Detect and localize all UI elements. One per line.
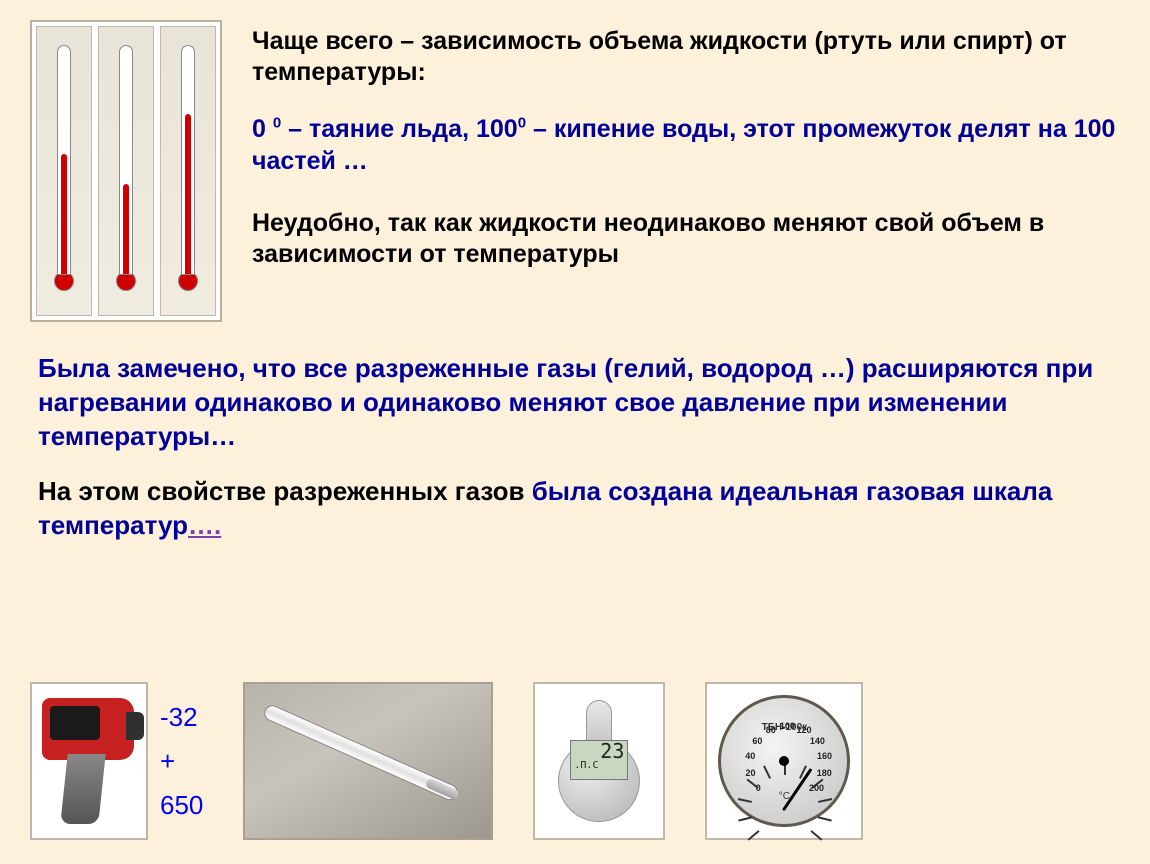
p5-part-a: На этом свойстве разреженных газов [38, 476, 532, 506]
p2-part-a: 0 [252, 115, 273, 143]
thermometer-3 [160, 26, 216, 316]
paragraph-5: На этом свойстве разреженных газов была … [38, 475, 1100, 543]
p5-link[interactable]: …. [188, 510, 221, 540]
p2-sup2: 0 [518, 114, 526, 131]
paragraph-2: 0 0 – таяние льда, 1000 – кипение воды, … [252, 113, 1120, 178]
ir-range-high: 650 [160, 783, 203, 827]
digital-reading: 23 [600, 739, 624, 763]
p2-sup1: 0 [273, 114, 281, 131]
paragraph-4: Была замечено, что все разреженные газы … [38, 352, 1100, 453]
mid-text-block: Была замечено, что все разреженные газы … [0, 332, 1150, 553]
ir-range-low: -32 [160, 695, 203, 739]
ir-range-text: -32 + 650 [160, 695, 203, 828]
glass-thermometer-image [243, 682, 493, 840]
top-text-block: Чаще всего – зависимость объема жидкости… [252, 20, 1120, 322]
ir-thermometer-image [30, 682, 148, 840]
top-section: Чаще всего – зависимость объема жидкости… [0, 0, 1150, 332]
gauge-unit: °C [721, 791, 847, 802]
p2-part-b: – таяние льда, 100 [281, 115, 517, 143]
paragraph-3: Неудобно, так как жидкости неодинаково м… [252, 208, 1120, 271]
ir-thermometer-block: -32 + 650 [30, 682, 203, 840]
thermometers-image [30, 20, 222, 322]
paragraph-1: Чаще всего – зависимость объема жидкости… [252, 26, 1120, 89]
dial-gauge-image: ТБН-100к 020406080100120140160180200 °C [705, 682, 863, 840]
digital-thermometer-image: 23 .П.С [533, 682, 665, 840]
ir-range-mid: + [160, 739, 203, 783]
thermometer-2 [98, 26, 154, 316]
bottom-devices-row: -32 + 650 23 .П.С ТБН-100к 0204060801001… [30, 682, 1120, 840]
thermometer-1 [36, 26, 92, 316]
